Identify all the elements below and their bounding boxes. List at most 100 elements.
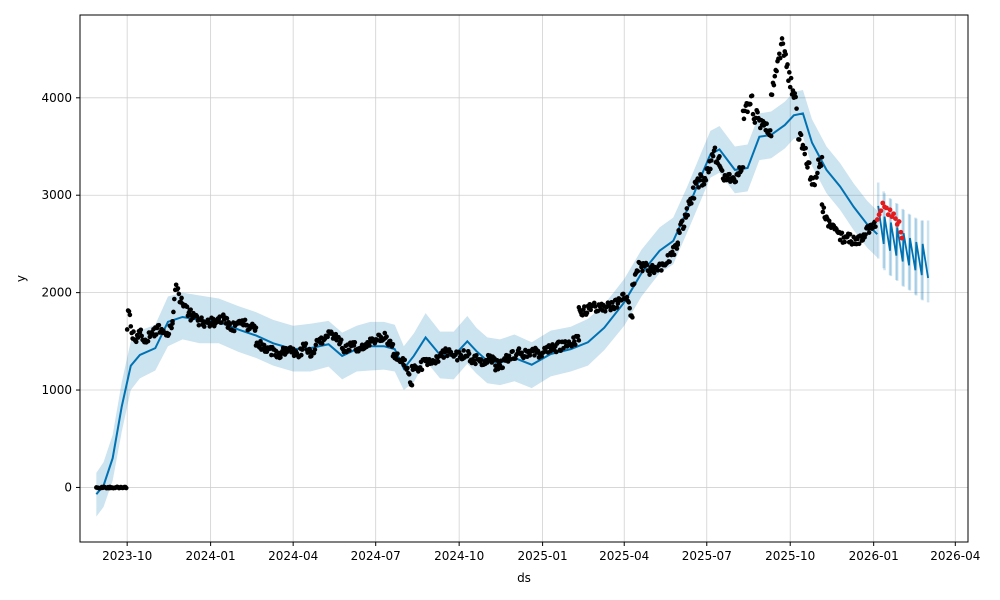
observed-point — [138, 327, 144, 333]
observed-point — [814, 175, 819, 180]
observed-point — [582, 304, 587, 309]
x-tick-label: 2026-04 — [930, 549, 980, 563]
observed-point — [624, 294, 630, 300]
observed-point — [478, 357, 484, 362]
x-tick-label: 2024-10 — [434, 549, 484, 563]
observed-point — [133, 339, 139, 345]
observed-point — [278, 355, 283, 360]
actual-future-point — [874, 217, 880, 222]
observed-point — [592, 304, 598, 309]
x-tick-label: 2025-07 — [682, 549, 732, 563]
observed-point — [820, 209, 826, 215]
observed-point — [402, 357, 408, 363]
observed-point — [696, 185, 701, 190]
observed-point — [201, 324, 207, 329]
observed-point — [474, 352, 479, 358]
y-tick-label: 1000 — [41, 383, 72, 397]
x-tick-label: 2023-10 — [102, 549, 152, 563]
observed-point — [171, 309, 176, 315]
observed-point — [812, 182, 818, 188]
observed-point — [655, 268, 661, 273]
observed-point — [771, 82, 777, 88]
observed-point — [313, 342, 319, 348]
observed-point — [591, 300, 597, 306]
observed-point — [338, 337, 344, 343]
observed-point — [395, 351, 400, 356]
observed-point — [441, 355, 447, 360]
observed-point — [767, 128, 773, 133]
observed-point — [319, 341, 325, 346]
observed-point — [199, 315, 204, 320]
observed-point — [123, 485, 129, 491]
x-tick-label: 2024-07 — [351, 549, 401, 563]
observed-point — [179, 295, 184, 301]
observed-point — [777, 55, 783, 61]
observed-point — [712, 145, 718, 151]
observed-point — [635, 268, 641, 274]
observed-point — [426, 356, 432, 362]
observed-point — [708, 166, 713, 172]
observed-point — [630, 315, 635, 320]
observed-point — [659, 268, 664, 273]
observed-point — [445, 353, 450, 359]
observed-point — [607, 304, 613, 309]
observed-point — [539, 354, 544, 359]
observed-point — [166, 331, 172, 337]
grid-lines — [80, 15, 968, 542]
observed-point — [175, 286, 181, 291]
observed-point — [325, 334, 330, 340]
observed-point — [644, 262, 650, 268]
x-tick-label: 2025-01 — [518, 549, 568, 563]
observed-point — [139, 333, 144, 339]
observed-point — [691, 196, 697, 201]
observed-point — [674, 246, 680, 251]
observed-point — [196, 322, 202, 328]
observed-point — [510, 348, 515, 354]
observed-point — [709, 158, 714, 163]
observed-point — [640, 268, 645, 274]
observed-point — [219, 320, 224, 325]
y-axis-ticks: 0 1000 2000 3000 4000 — [41, 91, 80, 494]
actual-future-point — [887, 207, 893, 213]
x-tick-label: 2024-04 — [268, 549, 318, 563]
observed-point — [800, 142, 806, 148]
observed-point — [805, 165, 810, 170]
observed-point — [690, 185, 696, 190]
observed-point — [303, 341, 309, 346]
x-axis-ticks: 2023-10 2024-01 2024-04 2024-07 2024-10 2025-… — [102, 542, 980, 563]
observed-point — [419, 367, 425, 373]
observed-point — [135, 335, 141, 340]
actual-future-point — [880, 200, 886, 206]
observed-point — [382, 330, 388, 336]
observed-point — [156, 322, 162, 328]
observed-point — [725, 175, 730, 181]
observed-point — [866, 230, 872, 235]
y-tick-label: 2000 — [41, 286, 72, 300]
observed-point — [679, 218, 685, 224]
x-tick-label: 2024-01 — [186, 549, 236, 563]
forecast-future-line — [877, 205, 929, 279]
observed-point — [856, 241, 862, 247]
x-tick-label: 2025-10 — [765, 549, 815, 563]
observed-point — [685, 212, 691, 218]
actual-future-point — [876, 212, 882, 218]
observed-point — [131, 329, 136, 334]
observed-point — [839, 230, 845, 236]
observed-point — [671, 252, 677, 258]
y-tick-label: 0 — [64, 480, 72, 494]
observed-point — [681, 224, 687, 230]
observed-point — [126, 309, 132, 314]
observed-point — [513, 356, 518, 361]
actual-future-point — [899, 235, 905, 241]
observed-point — [584, 310, 590, 316]
observed-point — [614, 305, 620, 310]
observed-point — [819, 154, 825, 160]
observed-point — [847, 231, 853, 237]
y-tick-label: 3000 — [41, 188, 72, 202]
observed-point — [621, 291, 626, 297]
observed-point — [701, 182, 707, 187]
observed-point — [733, 179, 739, 184]
observed-point — [647, 272, 652, 277]
observed-point — [194, 314, 200, 319]
